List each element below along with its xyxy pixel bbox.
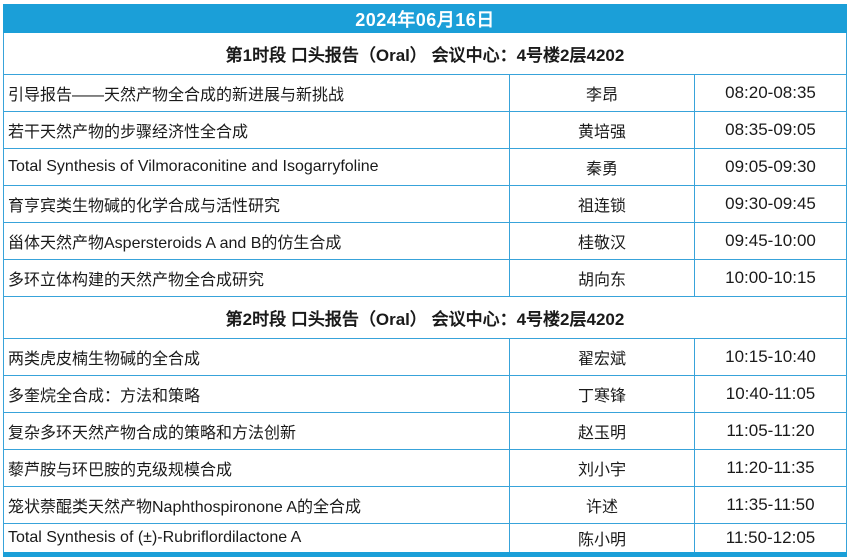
table-row: 多奎烷全合成：方法和策略 丁寒锋 10:40-11:05 xyxy=(4,376,846,413)
talk-title: 甾体天然产物Aspersteroids A and B的仿生合成 xyxy=(8,235,342,252)
talk-time: 11:05-11:20 xyxy=(694,413,846,449)
speaker-name: 陈小明 xyxy=(509,524,694,552)
session-2-header: 第2时段 口头报告（Oral） 会议中心：4号楼2层4202 xyxy=(4,297,846,339)
table-row: 两类虎皮楠生物碱的全合成 翟宏斌 10:15-10:40 xyxy=(4,339,846,376)
talk-title: 复杂多环天然产物合成的策略和方法创新 xyxy=(8,425,297,442)
speaker-name: 黄培强 xyxy=(509,112,694,148)
talk-time: 09:05-09:30 xyxy=(694,149,846,185)
date-header-bar: 2024年06月16日 xyxy=(3,4,847,33)
talk-time: 09:45-10:00 xyxy=(694,223,846,259)
table-row: 多环立体构建的天然产物全合成研究 胡向东 10:00-10:15 xyxy=(4,260,846,297)
speaker-name: 许述 xyxy=(509,487,694,523)
speaker-name: 赵玉明 xyxy=(509,413,694,449)
session-1-header: 第1时段 口头报告（Oral） 会议中心：4号楼2层4202 xyxy=(4,33,846,75)
talk-title: 育亨宾类生物碱的化学合成与活性研究 xyxy=(8,198,281,215)
conference-schedule-table: 2024年06月16日 第1时段 口头报告（Oral） 会议中心：4号楼2层42… xyxy=(3,4,847,557)
date-header: 2024年06月16日 xyxy=(355,9,495,30)
speaker-name: 翟宏斌 xyxy=(509,339,694,375)
table-bottom-border xyxy=(3,552,847,557)
talk-time: 11:35-11:50 xyxy=(694,487,846,523)
talk-title: 若干天然产物的步骤经济性全合成 xyxy=(8,124,249,141)
talk-time: 10:00-10:15 xyxy=(694,260,846,296)
talk-title: Total Synthesis of (±)-Rubriflordilacton… xyxy=(8,529,302,546)
speaker-name: 丁寒锋 xyxy=(509,376,694,412)
session-1-header-label: 第1时段 口头报告（Oral） 会议中心：4号楼2层4202 xyxy=(225,46,625,65)
table-row: 若干天然产物的步骤经济性全合成 黄培强 08:35-09:05 xyxy=(4,112,846,149)
speaker-name: 祖连锁 xyxy=(509,186,694,222)
session-2-header-label: 第2时段 口头报告（Oral） 会议中心：4号楼2层4202 xyxy=(225,310,625,329)
speaker-name: 桂敬汉 xyxy=(509,223,694,259)
talk-time: 09:30-09:45 xyxy=(694,186,846,222)
talk-title: 多奎烷全合成：方法和策略 xyxy=(8,388,201,405)
talk-time: 08:35-09:05 xyxy=(694,112,846,148)
talk-time: 10:40-11:05 xyxy=(694,376,846,412)
speaker-name: 刘小宇 xyxy=(509,450,694,486)
talk-time: 11:50-12:05 xyxy=(694,524,846,552)
table-row: 复杂多环天然产物合成的策略和方法创新 赵玉明 11:05-11:20 xyxy=(4,413,846,450)
table-row: Total Synthesis of Vilmoraconitine and I… xyxy=(4,149,846,186)
talk-time: 11:20-11:35 xyxy=(694,450,846,486)
talk-time: 08:20-08:35 xyxy=(694,75,846,111)
table-row: 引导报告——天然产物全合成的新进展与新挑战 李昂 08:20-08:35 xyxy=(4,75,846,112)
talk-time: 10:15-10:40 xyxy=(694,339,846,375)
talk-title: 两类虎皮楠生物碱的全合成 xyxy=(8,351,201,368)
table-row: 藜芦胺与环巴胺的克级规模合成 刘小宇 11:20-11:35 xyxy=(4,450,846,487)
table-row: 笼状萘醌类天然产物Naphthospironone A的全合成 许述 11:35… xyxy=(4,487,846,524)
talk-title: 多环立体构建的天然产物全合成研究 xyxy=(8,272,265,289)
talk-title: 引导报告——天然产物全合成的新进展与新挑战 xyxy=(8,87,345,104)
speaker-name: 胡向东 xyxy=(509,260,694,296)
speaker-name: 李昂 xyxy=(509,75,694,111)
table-row: 甾体天然产物Aspersteroids A and B的仿生合成 桂敬汉 09:… xyxy=(4,223,846,260)
talk-title: 藜芦胺与环巴胺的克级规模合成 xyxy=(8,462,233,479)
table-row: 育亨宾类生物碱的化学合成与活性研究 祖连锁 09:30-09:45 xyxy=(4,186,846,223)
talk-title: Total Synthesis of Vilmoraconitine and I… xyxy=(8,158,379,175)
table-row: Total Synthesis of (±)-Rubriflordilacton… xyxy=(4,524,846,552)
talk-title: 笼状萘醌类天然产物Naphthospironone A的全合成 xyxy=(8,499,362,516)
speaker-name: 秦勇 xyxy=(509,149,694,185)
